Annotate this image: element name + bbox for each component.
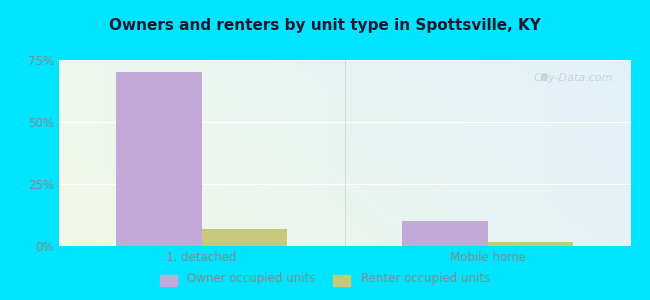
Bar <box>488 242 573 246</box>
Bar <box>116 72 202 246</box>
Legend: Owner occupied units, Renter occupied units: Owner occupied units, Renter occupied un… <box>154 266 496 291</box>
Text: ●: ● <box>539 72 547 82</box>
Bar <box>402 221 488 246</box>
Bar <box>202 229 287 246</box>
Text: Owners and renters by unit type in Spottsville, KY: Owners and renters by unit type in Spott… <box>109 18 541 33</box>
Text: City-Data.com: City-Data.com <box>534 73 614 83</box>
